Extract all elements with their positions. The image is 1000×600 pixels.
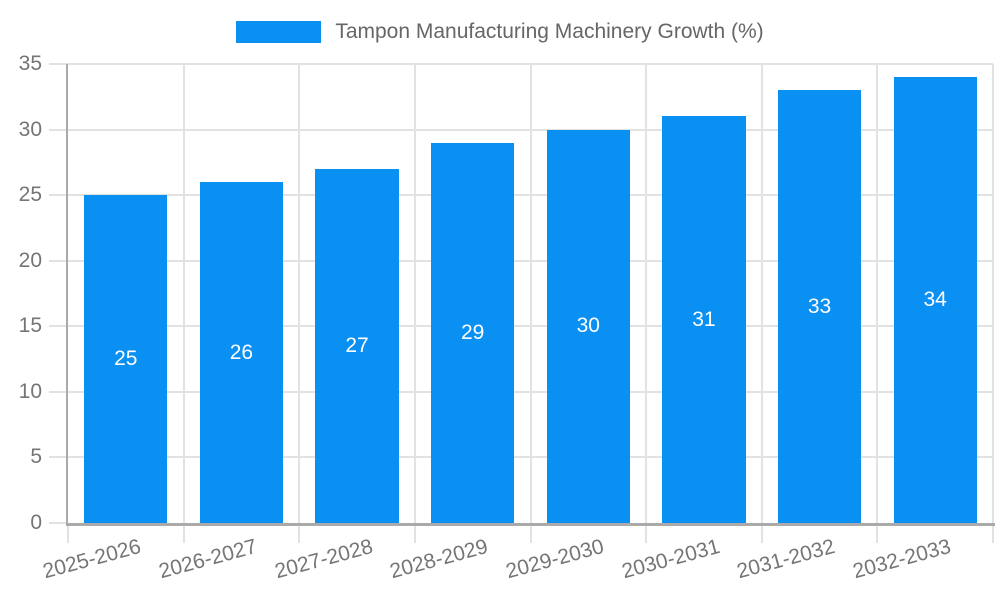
x-axis-tick-label: 2029-2030: [503, 535, 607, 584]
y-axis-tick-label: 35: [18, 52, 42, 75]
y-axis-tick-label: 30: [18, 117, 42, 141]
bar-value-label: 27: [345, 333, 369, 357]
bar-2025-2026: 25: [84, 195, 168, 523]
bar-2029-2030: 30: [546, 129, 630, 523]
y-tick: [49, 325, 68, 328]
x-tick: [67, 523, 69, 543]
legend-swatch: [236, 21, 322, 43]
x-gridline: [298, 64, 301, 523]
x-gridline: [645, 64, 648, 523]
bar-2032-2033: 34: [893, 77, 977, 523]
y-axis-tick-label: 20: [18, 248, 42, 272]
x-axis-tick-label: 2025-2026: [40, 535, 144, 584]
x-axis-tick-label: 2030-2031: [618, 535, 722, 584]
bar-value-label: 26: [229, 340, 254, 364]
x-axis-tick-label: 2028-2029: [387, 535, 491, 584]
bar-2028-2029: 29: [431, 142, 515, 523]
x-gridline: [413, 64, 416, 523]
y-axis-tick-label: 25: [18, 183, 42, 207]
y-tick: [49, 390, 68, 393]
x-gridline: [182, 64, 185, 523]
bar-2026-2027: 26: [199, 182, 284, 523]
y-tick: [49, 456, 68, 459]
bar-value-label: 33: [807, 294, 832, 318]
x-gridline: [529, 64, 532, 523]
y-axis-tick-label: 5: [30, 445, 42, 469]
bar-value-label: 30: [576, 314, 600, 338]
x-axis-tick-label: 2026-2027: [156, 535, 260, 584]
x-axis-tick-label: 2032-2033: [850, 535, 954, 584]
bar-value-label: 34: [923, 288, 947, 312]
x-tick: [529, 523, 532, 543]
legend-label: Tampon Manufacturing Machinery Growth (%…: [335, 20, 764, 43]
y-tick: [49, 128, 68, 131]
y-axis-tick-label: 10: [18, 379, 42, 403]
y-tick: [49, 259, 68, 262]
x-tick: [182, 523, 185, 543]
x-tick: [992, 523, 994, 543]
bar-value-label: 25: [114, 347, 138, 371]
bar-2030-2031: 31: [662, 116, 746, 523]
x-gridline: [876, 64, 879, 523]
bar-2031-2032: 33: [777, 90, 862, 523]
y-axis-line: [66, 64, 68, 526]
y-tick: [49, 194, 68, 197]
x-axis-tick-label: 2031-2032: [734, 535, 838, 584]
chart-legend[interactable]: Tampon Manufacturing Machinery Growth (%…: [0, 18, 1000, 46]
y-axis-tick-label: 0: [30, 511, 42, 534]
x-axis-tick-label: 2027-2028: [272, 535, 376, 584]
bar-value-label: 29: [461, 320, 485, 344]
x-tick: [760, 523, 763, 543]
y-tick: [49, 63, 68, 65]
bar-2027-2028: 27: [315, 168, 399, 523]
x-gridline: [992, 64, 994, 523]
x-axis-line: [66, 523, 995, 526]
y-axis-tick-label: 15: [18, 314, 42, 338]
x-tick: [413, 523, 416, 543]
x-tick: [876, 523, 879, 543]
x-tick: [645, 523, 648, 543]
y-tick: [49, 522, 68, 524]
x-tick: [298, 523, 301, 543]
x-gridline: [760, 64, 763, 523]
bar-value-label: 31: [692, 307, 716, 331]
